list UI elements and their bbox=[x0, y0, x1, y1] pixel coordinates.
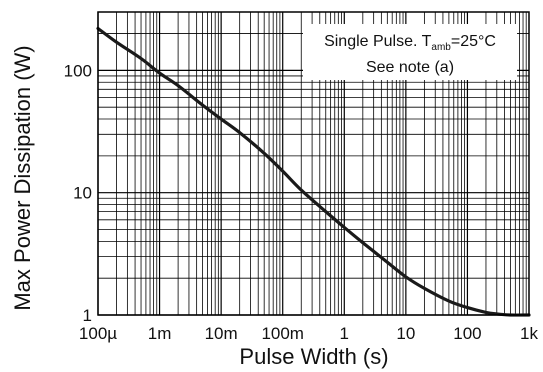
x-tick-label: 10m bbox=[205, 324, 238, 343]
data-series bbox=[96, 26, 531, 317]
x-tick-label: 1 bbox=[340, 324, 349, 343]
annotation-line-1: Single Pulse. Tamb=25°C bbox=[324, 33, 496, 53]
x-tick-label: 1k bbox=[520, 324, 538, 343]
x-tick-label: 100µ bbox=[79, 324, 117, 343]
y-tick-label: 1 bbox=[83, 306, 92, 325]
annotation-prefix: Single Pulse. T bbox=[324, 33, 432, 50]
annotation-subscript: amb bbox=[431, 42, 451, 53]
x-tick-labels: 100µ 1m 10m 100m 1 10 100 1k bbox=[79, 324, 539, 343]
annotation-background bbox=[303, 24, 517, 80]
plot-frame bbox=[97, 11, 530, 316]
y-tick-label: 100 bbox=[64, 61, 92, 80]
y-tick-labels: 1 10 100 bbox=[64, 61, 92, 325]
y-tick-label: 10 bbox=[73, 184, 92, 203]
x-tick-label: 100m bbox=[261, 324, 304, 343]
x-axis-title: Pulse Width (s) bbox=[239, 344, 388, 369]
y-axis-title: Max Power Dissipation (W) bbox=[10, 45, 35, 310]
x-tick-label: 1m bbox=[148, 324, 172, 343]
annotation-suffix: =25°C bbox=[451, 33, 496, 50]
power-curve-line bbox=[96, 26, 531, 317]
annotation-box: Single Pulse. Tamb=25°C See note (a) bbox=[303, 24, 517, 80]
annotation-line-2: See note (a) bbox=[366, 59, 454, 76]
x-tick-label: 10 bbox=[396, 324, 415, 343]
x-tick-label: 100 bbox=[453, 324, 481, 343]
